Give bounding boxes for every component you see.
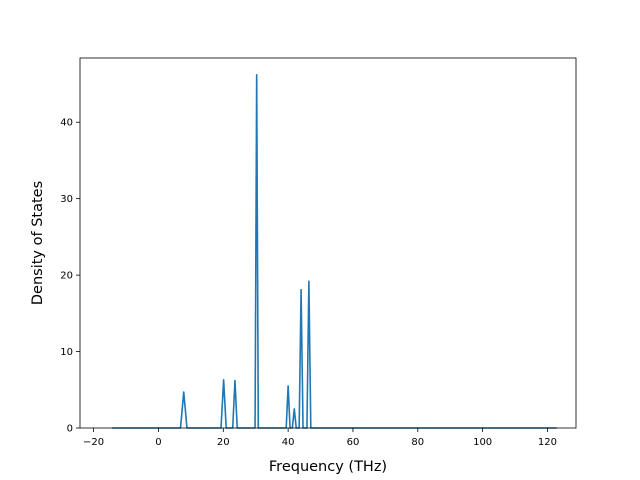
y-tick-label: 30 [60,194,73,205]
x-axis-title: Frequency (THz) [269,459,387,475]
x-tick-label: 80 [411,437,424,448]
plot-area [80,58,576,428]
y-axis-title: Density of States [30,181,46,305]
x-tick-label: 20 [217,437,230,448]
y-axis: 0 10 20 30 40 [60,118,80,435]
x-axis: −20 0 20 40 60 80 100 120 [83,428,557,448]
y-tick-label: 40 [60,118,73,129]
plot-frame [79,57,577,429]
x-tick-label: 40 [282,437,295,448]
x-tick-label: 60 [347,437,360,448]
y-tick-label: 0 [67,424,73,435]
x-tick-label: 0 [155,437,161,448]
x-tick-label: 120 [538,437,557,448]
y-tick-label: 10 [60,347,73,358]
x-tick-label: 100 [473,437,492,448]
x-tick-label: −20 [83,437,104,448]
y-tick-label: 20 [60,271,73,282]
